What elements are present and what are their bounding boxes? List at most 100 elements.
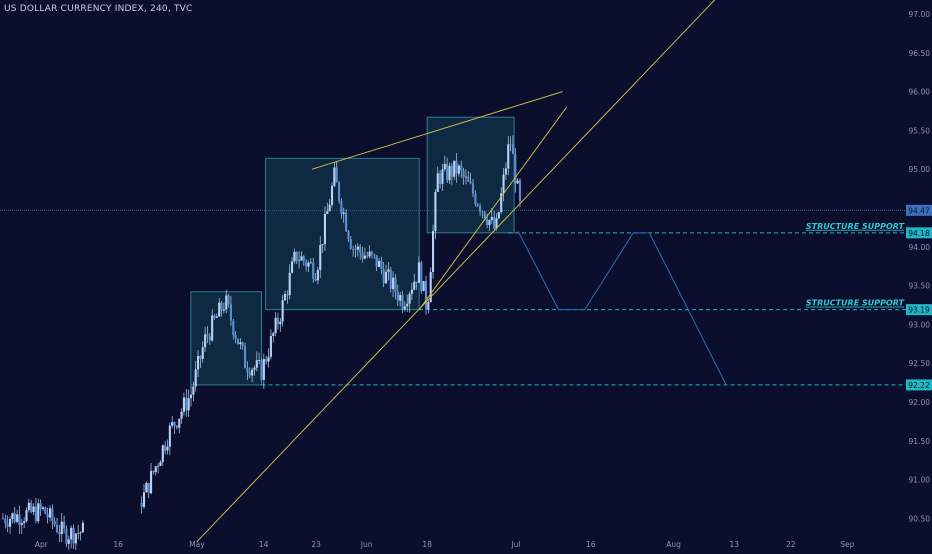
candle-body [424,280,428,310]
candle-body [354,249,357,250]
structure-support-label: STRUCTURE SUPPORT [806,222,905,231]
candle-body [265,359,268,362]
candle-body [253,367,256,370]
candle-body [281,300,284,322]
candle-body [225,295,228,310]
candle-body [434,192,437,232]
candle-body [269,335,272,357]
support-price-label: 92.22 [908,381,930,390]
candle-body [157,465,160,467]
x-tick-label: 16 [113,540,123,549]
candle-body [493,216,496,229]
candle-body [514,153,517,184]
candle-body [279,321,282,325]
candle-body [213,315,216,318]
candle-body [427,302,430,310]
candle-body [389,269,392,289]
candle-body [227,295,230,305]
candle-body [16,514,19,522]
candle-body [490,216,493,221]
candle-body [382,269,385,284]
candle-body [481,211,484,213]
candle-body [164,445,167,451]
candle-body [260,360,263,380]
candle-body [201,347,204,359]
candle-body [309,262,312,264]
candle-body [373,254,376,256]
candle-body [347,231,350,240]
candle-body [375,255,378,267]
y-tick-label: 94.00 [909,243,931,252]
candle-body [56,524,59,533]
candle-body [232,320,235,336]
y-tick-label: 93.50 [909,282,931,291]
candle-body [441,169,444,184]
candle-body [406,303,409,307]
y-tick-label: 90.50 [909,514,931,523]
candle-body [239,342,242,345]
candle-body [258,360,261,361]
candle-body [349,239,352,249]
current-price-label: 94.47 [908,206,930,215]
candle-body [401,295,404,310]
candle-body [319,245,322,270]
candle-body [307,262,310,267]
candle-body [60,521,63,535]
candle-body [302,256,305,262]
candle-body [488,220,491,226]
candle-body [220,302,223,311]
candle-body [53,521,56,525]
candle-body [448,165,451,181]
candle-body [403,306,406,310]
candle-body [168,425,171,447]
candle-body [518,180,522,201]
candle-body [79,532,82,534]
candle-body [46,513,49,518]
candle-body [415,281,418,283]
x-tick-label: Apr [35,540,49,549]
candle-body [471,183,475,194]
candle-body [410,289,413,294]
candle-body [236,338,240,345]
projection-path [517,231,727,386]
support-price-label: 93.19 [908,306,930,315]
candle-body [288,272,291,296]
candle-body [356,246,359,250]
candle-body [27,502,30,511]
candle-body [328,204,331,212]
candle-body [363,255,366,259]
candle-body [77,533,80,534]
candle-body [335,167,338,183]
candle-body [23,521,26,524]
candle-body [199,355,202,359]
candle-body [439,173,442,184]
candle-body [295,251,298,261]
candle-body [166,446,169,451]
candle-body [171,422,174,426]
x-tick-label: 18 [422,540,432,549]
candle-body [380,260,383,270]
candle-body [476,204,479,206]
y-tick-label: 91.50 [909,437,931,446]
candle-body [34,506,37,522]
candle-body [300,256,303,261]
candle-body [516,180,519,184]
candle-body [420,262,423,292]
candle-body [396,291,399,301]
candle-body [140,502,143,507]
x-tick-label: 13 [729,540,739,549]
candle-body [413,281,416,290]
candle-body [18,514,21,526]
candle-body [460,165,463,171]
candle-body [495,218,498,229]
candle-body [211,315,214,341]
candle-body [340,200,343,214]
candle-body [283,294,287,301]
candle-body [180,411,183,419]
candle-body [326,211,329,214]
candle-body [352,248,355,250]
candle-body [483,211,486,220]
y-tick-label: 97.00 [909,10,931,19]
candle-body [30,502,33,512]
